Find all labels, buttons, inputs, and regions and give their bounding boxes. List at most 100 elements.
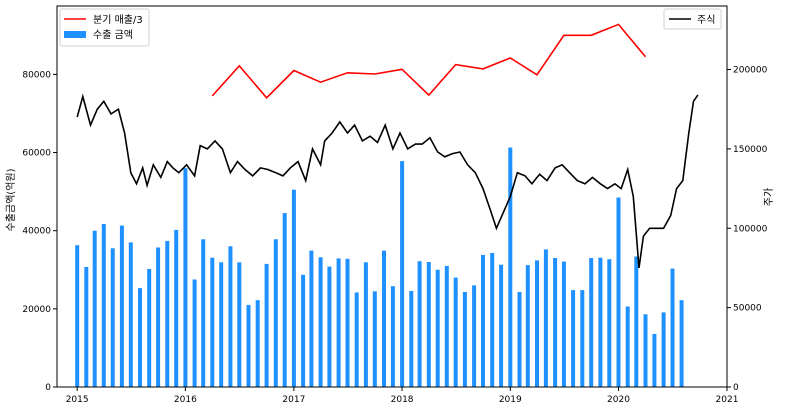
export-bar bbox=[525, 265, 530, 387]
export-bar bbox=[372, 291, 377, 387]
legend-export-label: 수출 금액 bbox=[93, 29, 133, 41]
export-bar bbox=[390, 286, 395, 387]
y-right-tick-label: 0 bbox=[733, 383, 739, 393]
y-left-tick-label: 40000 bbox=[22, 227, 51, 237]
export-bar bbox=[101, 224, 106, 387]
y-left-tick-label: 20000 bbox=[22, 305, 51, 315]
export-bar bbox=[192, 279, 197, 387]
export-bar bbox=[382, 250, 386, 387]
export-bar bbox=[345, 258, 350, 387]
export-bar bbox=[553, 258, 558, 387]
export-bar bbox=[643, 314, 648, 387]
stock-line bbox=[76, 93, 699, 269]
export-bar bbox=[84, 267, 89, 387]
export-bar bbox=[426, 262, 431, 387]
export-bar bbox=[219, 262, 224, 387]
export-bar bbox=[517, 292, 522, 387]
x-tick-label: 2017 bbox=[282, 395, 305, 405]
y-axis-left-label: 수출금액(억원) bbox=[5, 168, 17, 231]
x-tick-label: 2020 bbox=[607, 395, 630, 405]
x-tick-label: 2016 bbox=[174, 395, 197, 405]
export-bar bbox=[417, 261, 422, 387]
export-bar bbox=[652, 333, 657, 387]
export-bar bbox=[453, 277, 458, 387]
export-bar bbox=[616, 197, 621, 387]
y-right-tick-label: 150000 bbox=[733, 145, 768, 155]
export-bar bbox=[201, 239, 206, 387]
export-bar bbox=[634, 256, 639, 387]
y-left-tick-label: 0 bbox=[45, 383, 51, 393]
export-bar bbox=[119, 225, 124, 387]
y-axis-right: 0 50000 100000 150000 200000 bbox=[727, 66, 768, 393]
export-bar bbox=[598, 257, 603, 387]
export-bar bbox=[92, 230, 97, 387]
export-bar bbox=[481, 254, 485, 387]
export-bar bbox=[291, 189, 296, 387]
export-bar bbox=[535, 260, 539, 387]
export-bar bbox=[255, 300, 260, 387]
export-bar bbox=[499, 264, 504, 387]
export-bar bbox=[363, 262, 368, 387]
sales-line bbox=[211, 23, 647, 99]
x-axis: 2015 2016 2017 2018 2019 2020 2021 bbox=[66, 387, 739, 405]
export-bar bbox=[543, 249, 548, 387]
x-tick-label: 2021 bbox=[716, 395, 739, 405]
export-bar bbox=[318, 257, 323, 387]
legend-right-box bbox=[663, 8, 722, 30]
y-right-tick-label: 200000 bbox=[733, 66, 768, 76]
export-bar bbox=[128, 242, 133, 387]
export-bar bbox=[625, 306, 630, 387]
y-axis-left: 0 20000 40000 60000 80000 bbox=[22, 70, 57, 393]
export-bar bbox=[490, 253, 495, 387]
export-bar bbox=[354, 292, 359, 387]
export-bar bbox=[336, 258, 341, 387]
y-left-tick-label: 80000 bbox=[22, 70, 51, 80]
export-bar bbox=[110, 248, 115, 387]
export-bar bbox=[472, 285, 477, 387]
export-bar bbox=[444, 265, 449, 387]
export-bar bbox=[580, 290, 585, 387]
x-tick-label: 2019 bbox=[499, 395, 522, 405]
export-bar bbox=[147, 269, 152, 387]
export-bar bbox=[508, 147, 513, 387]
export-bar bbox=[183, 168, 188, 387]
x-tick-label: 2015 bbox=[66, 395, 89, 405]
bars-layer bbox=[75, 147, 684, 387]
legend-left: 분기 매출/3 수출 금액 bbox=[59, 8, 150, 47]
export-bar bbox=[210, 257, 215, 387]
export-bar bbox=[561, 261, 566, 387]
export-bar bbox=[273, 239, 278, 387]
export-bar bbox=[156, 247, 161, 387]
export-bar bbox=[165, 240, 170, 387]
export-bar bbox=[435, 269, 440, 387]
y-axis-right-label: 주가 bbox=[763, 188, 775, 206]
export-bar bbox=[138, 288, 142, 387]
export-bar bbox=[282, 213, 287, 387]
export-bar bbox=[237, 262, 242, 387]
legend-right: 주식 bbox=[663, 8, 722, 30]
x-tick-label: 2018 bbox=[391, 395, 414, 405]
export-bar bbox=[309, 250, 314, 387]
export-bar bbox=[589, 258, 594, 387]
plot-frame bbox=[56, 5, 728, 388]
y-right-tick-label: 50000 bbox=[733, 304, 762, 314]
export-bar bbox=[75, 245, 80, 387]
export-bar bbox=[607, 259, 612, 387]
export-bar bbox=[661, 312, 666, 387]
export-bar bbox=[327, 266, 332, 387]
export-bar bbox=[670, 268, 675, 387]
export-bar bbox=[462, 292, 467, 387]
export-bar bbox=[301, 274, 306, 387]
export-bar bbox=[228, 246, 233, 387]
legend-stock-label: 주식 bbox=[697, 14, 715, 26]
export-bar bbox=[679, 300, 684, 387]
export-bar bbox=[409, 290, 414, 387]
y-right-tick-label: 100000 bbox=[733, 224, 768, 234]
export-bar bbox=[174, 229, 179, 387]
export-bar bbox=[264, 263, 269, 387]
lines-layer bbox=[76, 23, 699, 269]
export-bar bbox=[571, 290, 576, 387]
legend-export-swatch bbox=[64, 31, 86, 38]
